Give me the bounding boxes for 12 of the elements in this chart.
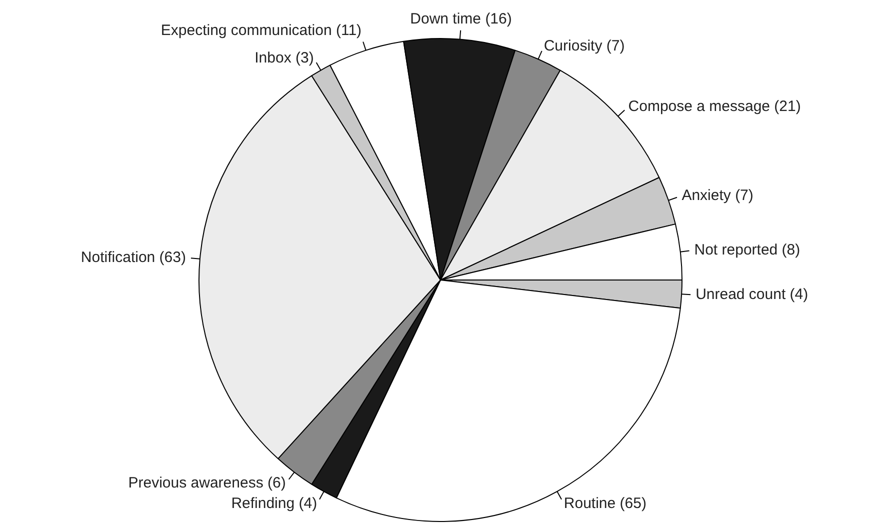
slice-label: Not reported (8): [694, 241, 800, 258]
slice-label: Refinding (4): [231, 494, 318, 512]
slice-label: Anxiety (7): [682, 186, 754, 204]
slice-label: Unread count (4): [696, 286, 808, 304]
slice-label: Previous awareness (6): [128, 474, 286, 492]
slice-label: Notification (63): [80, 248, 186, 266]
slice-label: Curiosity (7): [544, 37, 625, 54]
slice-label: Down time (16): [410, 10, 512, 28]
slice-label: Compose a message (21): [628, 98, 801, 115]
slice-label: Routine (65): [564, 494, 646, 512]
slice-label: Inbox (3): [254, 49, 314, 66]
slice-label: Expecting communication (11): [160, 22, 362, 40]
